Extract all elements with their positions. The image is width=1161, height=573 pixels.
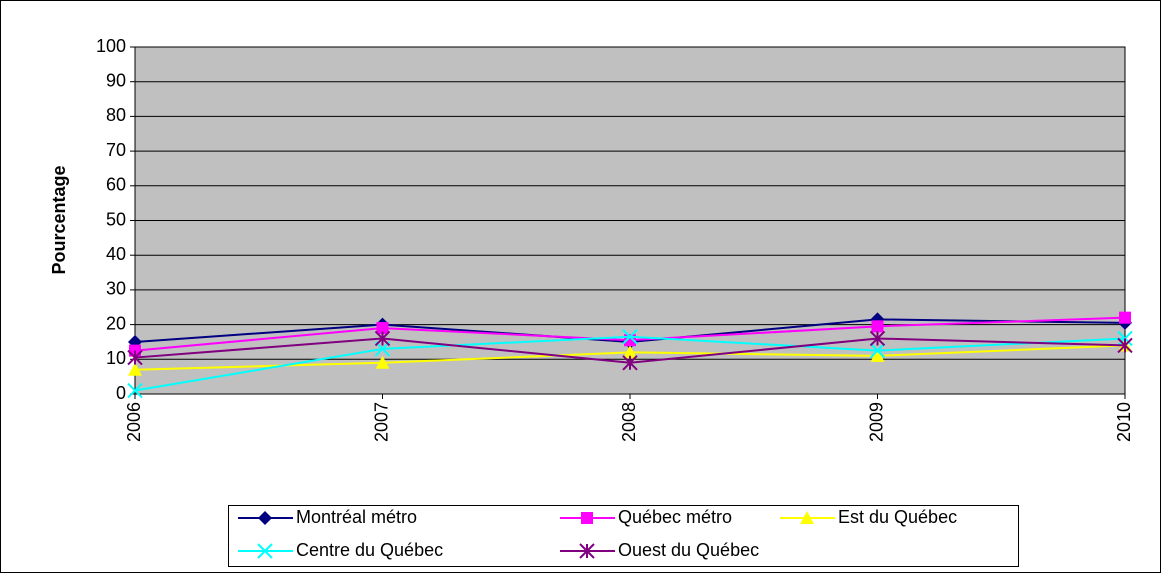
legend-label: Centre du Québec bbox=[296, 540, 443, 560]
legend-label: Est du Québec bbox=[838, 507, 957, 527]
marker bbox=[581, 512, 593, 524]
x-tick-label: 2010 bbox=[1114, 402, 1134, 442]
x-tick-label: 2008 bbox=[619, 402, 639, 442]
marker bbox=[869, 342, 886, 359]
marker bbox=[871, 320, 884, 333]
y-axis-title: Pourcentage bbox=[49, 165, 69, 274]
y-tick-label: 100 bbox=[96, 36, 126, 56]
marker bbox=[127, 349, 143, 366]
marker bbox=[128, 362, 142, 376]
y-tick-label: 10 bbox=[106, 348, 126, 368]
marker bbox=[579, 543, 595, 559]
y-tick-label: 70 bbox=[106, 140, 126, 160]
x-tick-label: 2006 bbox=[124, 402, 144, 442]
y-tick-label: 80 bbox=[106, 105, 126, 125]
marker bbox=[870, 348, 885, 362]
x-tick-label: 2007 bbox=[371, 402, 391, 442]
marker bbox=[869, 330, 886, 347]
marker bbox=[127, 382, 143, 399]
y-tick-label: 30 bbox=[106, 279, 126, 299]
y-tick-label: 60 bbox=[106, 175, 126, 195]
marker bbox=[257, 543, 273, 559]
marker bbox=[1117, 337, 1133, 354]
legend-label: Québec métro bbox=[618, 507, 732, 527]
y-tick-label: 0 bbox=[116, 383, 126, 403]
marker bbox=[1119, 311, 1131, 324]
x-tick-label: 2009 bbox=[866, 402, 886, 442]
legend-label: Ouest du Québec bbox=[618, 540, 759, 560]
y-tick-label: 50 bbox=[106, 209, 126, 229]
marker bbox=[622, 329, 638, 345]
y-tick-label: 20 bbox=[106, 313, 126, 333]
marker bbox=[622, 355, 638, 371]
y-tick-label: 90 bbox=[106, 70, 126, 90]
legend-label: Montréal métro bbox=[296, 507, 417, 527]
marker bbox=[374, 330, 391, 347]
marker bbox=[800, 511, 814, 524]
marker bbox=[623, 345, 637, 359]
marker bbox=[376, 322, 389, 335]
marker bbox=[375, 355, 390, 369]
y-tick-label: 40 bbox=[106, 244, 126, 264]
legend-box bbox=[228, 505, 1019, 567]
marker bbox=[258, 511, 272, 525]
